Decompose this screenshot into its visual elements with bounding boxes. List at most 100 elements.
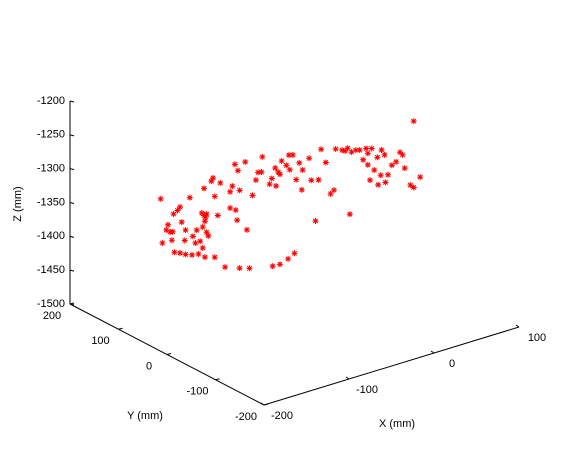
y-tick-label: -100: [186, 386, 208, 398]
y-tick-label: 200: [43, 310, 61, 322]
point: [227, 205, 234, 212]
z-tick-label: -1300: [37, 163, 65, 175]
z-tick: [69, 100, 75, 103]
point: [211, 254, 218, 261]
point: [174, 207, 181, 214]
y-tick: [166, 353, 172, 355]
point: [346, 211, 353, 218]
point: [189, 251, 196, 258]
point: [273, 182, 280, 189]
point: [208, 178, 215, 185]
point: [363, 145, 370, 152]
point: [266, 181, 273, 188]
point: [171, 249, 178, 256]
point: [352, 147, 359, 154]
x-tick-label: -100: [356, 384, 378, 396]
point: [222, 264, 229, 271]
point: [276, 171, 283, 178]
point: [269, 263, 276, 270]
point: [202, 213, 209, 220]
point: [298, 186, 305, 193]
point: [368, 145, 375, 152]
point: [293, 176, 300, 183]
point: [227, 188, 234, 195]
point: [210, 174, 217, 181]
x-tick-label: 0: [449, 358, 455, 370]
point: [168, 237, 175, 244]
point: [242, 158, 249, 165]
z-tick: [69, 168, 75, 171]
point: [393, 158, 400, 165]
point: [312, 217, 319, 224]
point: [330, 187, 337, 194]
point: [252, 177, 259, 184]
point: [232, 207, 239, 214]
z-tick: [69, 303, 75, 306]
point: [272, 164, 279, 171]
point: [205, 232, 212, 239]
point: [231, 161, 238, 168]
point: [278, 157, 285, 164]
point: [276, 261, 283, 268]
point: [342, 147, 349, 154]
point: [182, 251, 189, 258]
point: [170, 211, 177, 218]
point: [197, 238, 204, 245]
z-tick: [69, 235, 75, 238]
point: [258, 169, 265, 176]
point: [159, 240, 166, 247]
x-tick: [515, 324, 520, 328]
x-tick-label: 100: [528, 332, 546, 344]
point: [410, 118, 417, 125]
point: [318, 146, 325, 153]
point: [374, 154, 381, 161]
point: [399, 151, 406, 158]
point: [177, 250, 184, 257]
point: [375, 181, 382, 188]
point: [189, 233, 196, 240]
point: [234, 217, 241, 224]
z-tick-label: -1400: [37, 230, 65, 242]
point: [201, 185, 208, 192]
point: [163, 227, 170, 234]
point: [339, 147, 346, 154]
point: [182, 227, 189, 234]
x-axis-line: [263, 326, 520, 406]
point: [178, 219, 185, 226]
y-tick-label: 0: [146, 360, 152, 372]
y-axis-label: Y (mm): [127, 410, 163, 422]
point: [195, 251, 202, 258]
point: [203, 229, 210, 236]
point: [193, 227, 200, 234]
point: [255, 169, 262, 176]
point: [181, 237, 188, 244]
point: [234, 167, 241, 174]
x-axis-label: X (mm): [379, 418, 415, 430]
point: [243, 226, 250, 233]
point: [344, 145, 351, 152]
y-tick: [263, 403, 269, 406]
z-tick-label: -1200: [37, 95, 65, 107]
point: [177, 204, 184, 211]
point: [201, 254, 208, 261]
point: [157, 195, 164, 202]
point: [268, 175, 275, 182]
z-tick-label: -1450: [37, 264, 65, 276]
point: [236, 187, 243, 194]
point: [201, 218, 208, 225]
point: [315, 176, 322, 183]
point: [259, 153, 266, 160]
z-tick-label: -1350: [37, 196, 65, 208]
x-tick: [260, 402, 265, 406]
y-tick-label: -200: [235, 411, 257, 423]
point: [199, 223, 206, 230]
y-tick: [215, 378, 220, 381]
x-tick: [345, 376, 350, 380]
point: [203, 211, 210, 218]
point: [296, 159, 303, 166]
point: [285, 152, 292, 159]
point: [211, 193, 218, 200]
point: [306, 155, 313, 162]
